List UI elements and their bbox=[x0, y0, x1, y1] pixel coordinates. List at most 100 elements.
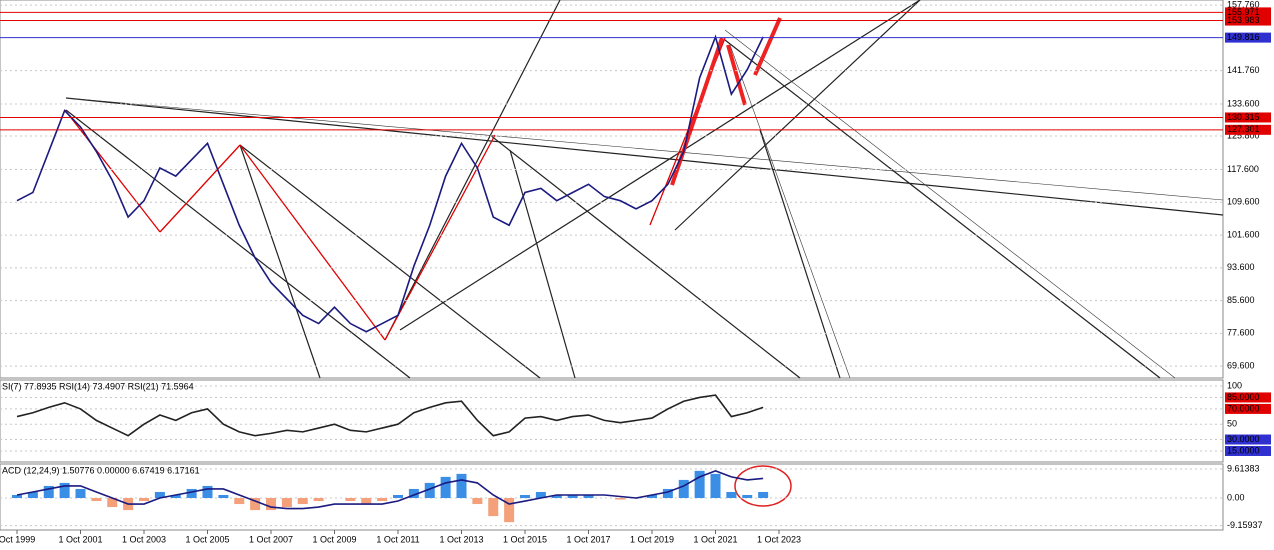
level-label-bg bbox=[1225, 15, 1271, 26]
x-tick-label: Oct 1999 bbox=[0, 534, 35, 544]
x-tick-label: 1 Oct 2011 bbox=[376, 534, 419, 544]
tick-label-bg bbox=[1225, 434, 1271, 445]
macd-bar bbox=[202, 485, 213, 499]
macd-bar bbox=[139, 498, 149, 502]
macd-line bbox=[16, 469, 764, 510]
panel-title: ACD (12,24,9) 1.50776 0.00000 6.67419 6.… bbox=[2, 465, 200, 475]
tick-label-bg bbox=[1225, 392, 1271, 403]
level-label-bg bbox=[1225, 7, 1271, 18]
series-line bbox=[16, 394, 764, 437]
x-tick-label: 1 Oct 2023 bbox=[757, 534, 801, 544]
y-tick-label: 85.0000 bbox=[1227, 392, 1260, 402]
macd-bar bbox=[218, 494, 229, 499]
tick-label-bg bbox=[1225, 445, 1271, 456]
y-tick-label: 9.61383 bbox=[1227, 463, 1260, 473]
x-tick-label: 1 Oct 2001 bbox=[58, 534, 102, 544]
macd-bar bbox=[440, 476, 451, 499]
macd-bar bbox=[266, 498, 276, 511]
macd-bar bbox=[456, 473, 467, 499]
macd-bar bbox=[154, 491, 165, 499]
x-tick-label: 1 Oct 2007 bbox=[249, 534, 293, 544]
series-line bbox=[16, 34, 764, 333]
level-label: 149.816 bbox=[1227, 32, 1260, 42]
y-tick-label: 50 bbox=[1227, 419, 1237, 429]
level-label-bg bbox=[1225, 124, 1271, 135]
y-tick-label: 93.600 bbox=[1227, 262, 1255, 272]
macd-bar bbox=[297, 498, 308, 505]
y-tick-label: 117.600 bbox=[1227, 164, 1259, 174]
y-tick-label: 30.0000 bbox=[1227, 434, 1260, 444]
y-tick-label: 69.600 bbox=[1227, 360, 1255, 370]
y-tick-label: 100 bbox=[1227, 380, 1242, 390]
y-tick-label: 70.0000 bbox=[1227, 403, 1260, 413]
macd-bar bbox=[472, 498, 483, 505]
macd-bar bbox=[234, 498, 245, 505]
macd-bar bbox=[408, 488, 419, 499]
y-tick-label: 85.600 bbox=[1227, 295, 1255, 305]
x-tick-label: 1 Oct 2015 bbox=[503, 534, 547, 544]
level-label: 130.315 bbox=[1227, 112, 1260, 122]
macd-bar bbox=[710, 473, 721, 499]
x-tick-label: 1 Oct 2009 bbox=[312, 534, 356, 544]
y-tick-label: -9.15937 bbox=[1227, 520, 1263, 530]
y-tick-label: 77.600 bbox=[1227, 328, 1255, 338]
level-label: 127.301 bbox=[1227, 124, 1260, 134]
macd-bar bbox=[59, 482, 70, 499]
macd-bar bbox=[361, 498, 372, 505]
macd-bar bbox=[583, 494, 594, 499]
macd-bar bbox=[520, 494, 530, 499]
y-tick-label: 157.760 bbox=[1227, 0, 1260, 9]
x-tick-label: 1 Oct 2017 bbox=[566, 534, 610, 544]
macd-bar bbox=[12, 494, 22, 499]
macd-bar bbox=[758, 491, 769, 499]
macd-bar bbox=[186, 488, 197, 499]
y-tick-label: 133.600 bbox=[1227, 98, 1260, 108]
y-tick-label: 125.800 bbox=[1227, 130, 1260, 140]
y-tick-label: 0.00 bbox=[1227, 492, 1245, 502]
macd-bar bbox=[281, 498, 292, 508]
level-label-bg bbox=[1225, 112, 1271, 123]
macd-bar bbox=[535, 491, 546, 499]
macd-bar bbox=[567, 494, 578, 499]
trend-lines bbox=[64, 0, 1224, 507]
macd-bar bbox=[615, 498, 626, 500]
macd-bar bbox=[377, 498, 388, 502]
y-tick-label: 141.760 bbox=[1227, 65, 1260, 75]
x-tick-label: 1 Oct 2003 bbox=[122, 534, 166, 544]
level-label-bg bbox=[1225, 32, 1271, 43]
y-tick-label: 109.600 bbox=[1227, 197, 1260, 207]
macd-bar bbox=[551, 494, 562, 499]
macd-bar bbox=[75, 488, 86, 499]
y-tick-label: 15.0000 bbox=[1227, 445, 1260, 455]
panel-title: SI(7) 77.8935 RSI(14) 73.4907 RSI(21) 71… bbox=[2, 381, 194, 391]
macd-bar bbox=[313, 498, 324, 502]
macd-bar bbox=[694, 470, 705, 499]
rsi-panel bbox=[0, 379, 1224, 463]
x-tick-label: 1 Oct 2019 bbox=[630, 534, 674, 544]
macd-bar bbox=[91, 498, 102, 502]
price-panel bbox=[0, 0, 1224, 379]
level-label: 153.983 bbox=[1227, 15, 1260, 25]
macd-bar bbox=[488, 498, 499, 517]
y-tick-label: 101.600 bbox=[1227, 229, 1260, 239]
macd-panel bbox=[0, 463, 1224, 531]
macd-bar bbox=[345, 498, 356, 502]
macd-bar bbox=[27, 491, 38, 499]
macd-bar bbox=[107, 498, 118, 508]
macd-bar bbox=[647, 494, 657, 499]
macd-bar bbox=[504, 498, 515, 523]
macd-bar bbox=[678, 479, 689, 499]
macd-bar bbox=[726, 491, 737, 499]
x-tick-label: 1 Oct 2013 bbox=[439, 534, 483, 544]
macd-bar bbox=[424, 482, 435, 499]
macd-bar bbox=[742, 494, 753, 499]
macd-bar bbox=[393, 494, 403, 499]
macd-bar bbox=[43, 485, 54, 499]
x-tick-label: 1 Oct 2021 bbox=[693, 534, 737, 544]
macd-bar bbox=[662, 488, 673, 499]
macd-bar bbox=[250, 498, 261, 511]
level-label: 155.971 bbox=[1227, 7, 1260, 17]
tick-label-bg bbox=[1225, 403, 1271, 414]
